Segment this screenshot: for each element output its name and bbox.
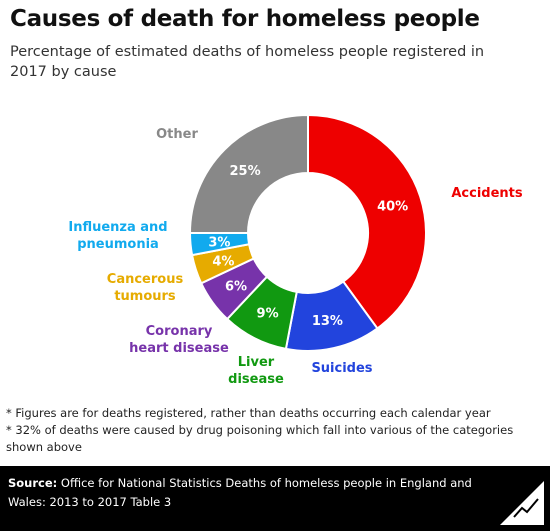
category-label-other: Other bbox=[156, 127, 198, 142]
footnote: * Figures are for deaths registered, rat… bbox=[6, 406, 491, 420]
source-label: Source: bbox=[8, 476, 58, 490]
value-label-suicides: 13% bbox=[312, 314, 343, 329]
category-label-liver-disease: Liver disease bbox=[228, 355, 284, 387]
chart-subtitle: Percentage of estimated deaths of homele… bbox=[10, 44, 485, 80]
category-label-influenza-and-pneumonia: Influenza and pneumonia bbox=[68, 220, 167, 252]
value-label-coronary-heart-disease: 6% bbox=[225, 279, 247, 294]
footnote: * 32% of deaths were caused by drug pois… bbox=[6, 423, 514, 454]
category-label-coronary-heart-disease: Coronary heart disease bbox=[129, 324, 229, 356]
category-label-suicides: Suicides bbox=[311, 361, 372, 376]
value-label-other: 25% bbox=[230, 164, 261, 179]
page-title: Causes of death for homeless people bbox=[10, 6, 480, 32]
value-label-liver-disease: 9% bbox=[257, 306, 279, 321]
slice-other bbox=[188, 113, 309, 234]
value-label-influenza-and-pneumonia: 3% bbox=[208, 235, 230, 250]
category-label-cancerous-tumours: Cancerous tumours bbox=[107, 272, 184, 304]
source-footer: Source: Office for National Statistics D… bbox=[0, 466, 550, 531]
footnotes: * Figures are for deaths registered, rat… bbox=[6, 405, 546, 456]
source-body: Office for National Statistics Deaths of… bbox=[8, 476, 472, 509]
value-label-accidents: 40% bbox=[377, 199, 408, 214]
source-text: Source: Office for National Statistics D… bbox=[8, 474, 488, 512]
slice-accidents bbox=[307, 113, 427, 330]
donut-chart: 40% Accidents 13% Suicides 9% Liver disease 6% C… bbox=[68, 113, 523, 387]
value-label-cancerous-tumours: 4% bbox=[212, 255, 234, 270]
category-label-accidents: Accidents bbox=[451, 186, 523, 201]
full-fact-logo-icon bbox=[500, 481, 544, 525]
